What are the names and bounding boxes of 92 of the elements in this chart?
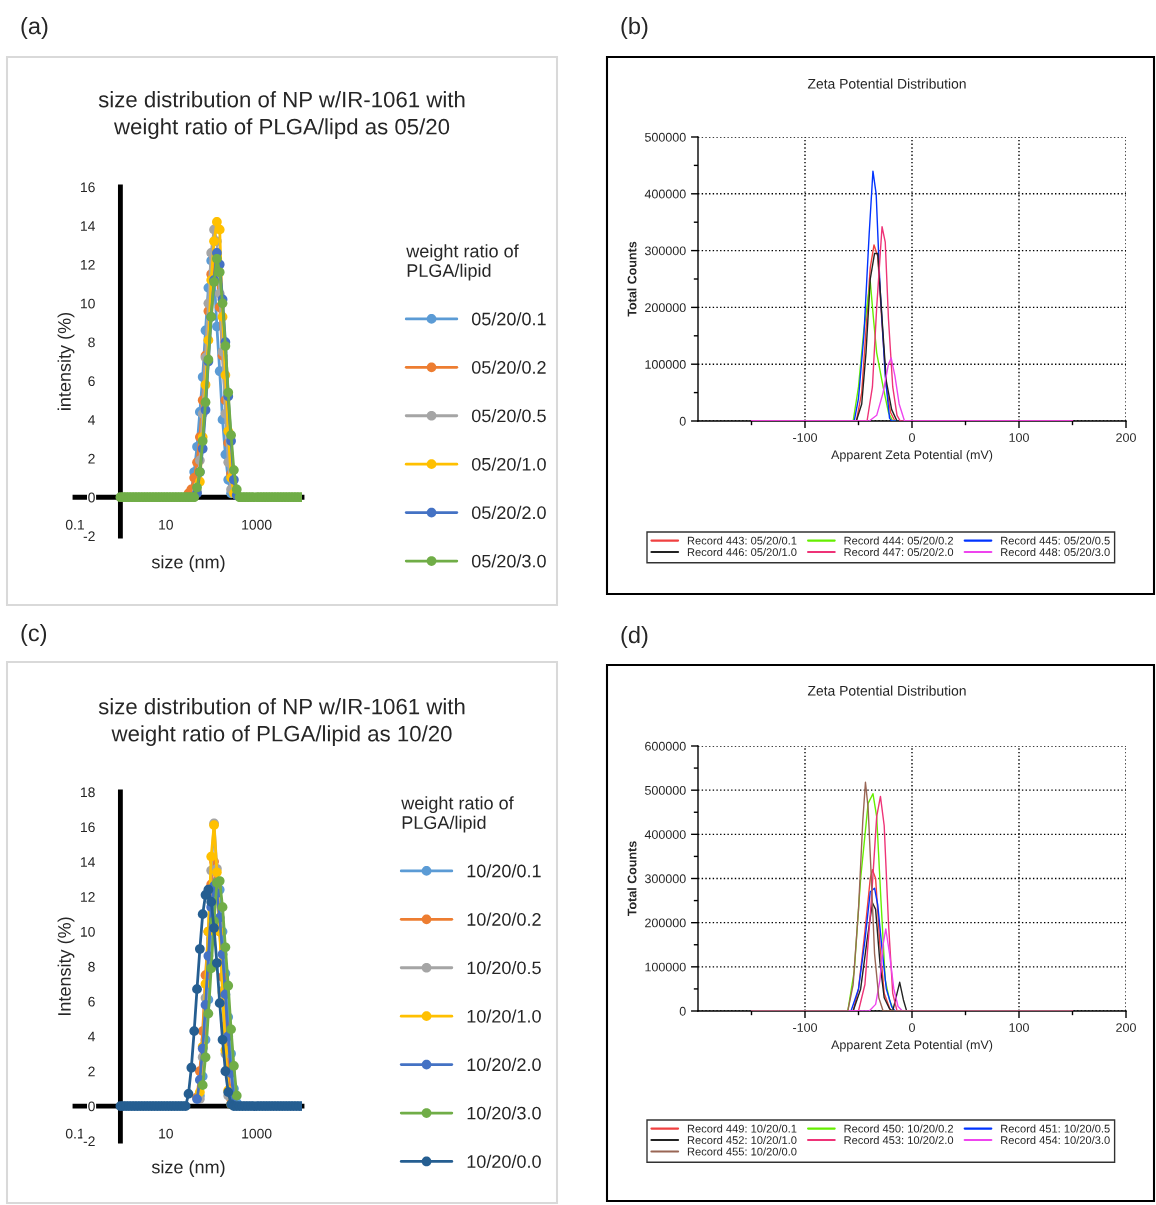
y-axis-title: intensity (%): [57, 312, 75, 410]
y-axis-title: Total Counts: [627, 841, 637, 917]
y-tick-label: 600000: [645, 741, 686, 751]
legend-label: 05/20/2.0: [471, 505, 546, 520]
legend-label: Record 453: 10/20/2.0: [844, 1135, 954, 1145]
y-tick-label: 500000: [644, 132, 686, 142]
legend-label: 10/20/1.0: [467, 1009, 541, 1023]
y-tick-label: 400000: [644, 189, 686, 199]
legend-label: 10/20/0.5: [467, 960, 541, 975]
legend-title: weight ratio of PLGA/lipid: [401, 796, 514, 833]
x-tick-label: 1000: [242, 1128, 272, 1139]
legend-label: Record 448: 05/20/3.0: [1001, 547, 1110, 557]
legend-label: Record 449: 10/20/0.1: [687, 1124, 797, 1133]
legend-label: 05/20/0.5: [471, 408, 546, 423]
x-tick-label: -100: [793, 1023, 818, 1032]
x-tick-label: 0.1: [65, 1128, 84, 1139]
x-tick-label: 0: [909, 1023, 915, 1032]
legend-label: Record 445: 05/20/0.5: [1001, 536, 1110, 545]
x-tick-label: 200: [1116, 1023, 1136, 1032]
chart-title: size distribution of NP w/IR-1061 with weight ratio of PLGA/lipd as 05/20: [98, 91, 465, 139]
legend-title: weight ratio of PLGA/lipid: [406, 244, 519, 281]
legend-label: 05/20/1.0: [471, 457, 546, 471]
y-tick-label: 6: [88, 996, 95, 1007]
chart-title: Zeta Potential Distribution: [807, 685, 966, 696]
text: (a): [21, 17, 48, 39]
y-tick-label: 10: [81, 926, 95, 937]
y-tick-label: 12: [81, 259, 95, 270]
x-tick-label: 200: [1116, 433, 1136, 442]
x-tick-label: 100: [1009, 433, 1029, 442]
text: (b): [621, 17, 648, 39]
legend-label: Record 447: 05/20/2.0: [844, 547, 954, 557]
x-tick-label: 0.1: [65, 519, 84, 530]
legend-label: Record 451: 10/20/0.5: [1001, 1124, 1110, 1133]
y-tick-label: 16: [81, 822, 95, 833]
y-tick-label: 8: [88, 961, 95, 972]
y-tick-label: 100000: [645, 962, 686, 972]
x-tick-label: 1000: [242, 519, 272, 530]
legend-label: Record 443: 05/20/0.1: [687, 536, 797, 545]
legend-label: 10/20/0.2: [467, 912, 541, 926]
x-tick-label: 100: [1009, 1023, 1029, 1032]
y-tick-label: 0: [679, 416, 686, 426]
y-tick-label: 2: [88, 1066, 95, 1077]
y-tick-label: 4: [88, 1031, 95, 1042]
legend-label: Record 450: 10/20/0.2: [844, 1124, 954, 1133]
chart-title: Zeta Potential Distribution: [807, 78, 966, 89]
legend-label: Record 444: 05/20/0.2: [844, 536, 954, 545]
legend-label: 05/20/0.2: [471, 360, 546, 374]
x-axis-title: Apparent Zeta Potential (mV): [831, 450, 993, 462]
y-tick-label: 14: [81, 857, 95, 867]
y-axis-title: Intensity (%): [57, 917, 75, 1015]
legend-label: 10/20/0.1: [467, 864, 541, 878]
x-tick-label: -100: [793, 433, 818, 442]
legend-label: 10/20/3.0: [467, 1106, 541, 1120]
legend-label: Record 454: 10/20/3.0: [1001, 1135, 1110, 1145]
x-axis-title: size (nm): [151, 1160, 225, 1178]
y-tick-label: 400000: [644, 830, 686, 839]
x-tick-label: 10: [159, 519, 173, 530]
y-tick-label: 500000: [644, 785, 686, 795]
legend-label: Record 446: 05/20/1.0: [687, 547, 797, 557]
y-tick-label: 12: [81, 892, 95, 902]
y-tick-label: 0: [88, 1101, 95, 1112]
y-tick-label: 6: [88, 376, 95, 387]
x-tick-label: 10: [159, 1128, 173, 1139]
y-tick-label: 10: [81, 298, 95, 309]
y-tick-label: 0: [679, 1006, 686, 1016]
y-tick-label: -2: [83, 1136, 95, 1147]
legend-label: 05/20/0.1: [471, 312, 546, 326]
y-tick-label: 0: [88, 492, 95, 503]
text: (d): [621, 625, 648, 648]
text: (c): [21, 623, 47, 646]
y-tick-label: 4: [88, 415, 95, 425]
x-axis-title: size (nm): [151, 555, 225, 573]
legend-label: 10/20/0.0: [467, 1154, 541, 1168]
y-tick-label: 16: [81, 182, 95, 193]
y-tick-label: 200000: [645, 303, 686, 313]
chart-title: size distribution of NP w/IR-1061 with weight ratio of PLGA/lipid as 10/20: [98, 698, 465, 746]
y-tick-label: 8: [88, 337, 95, 348]
y-axis-title: Total Counts: [627, 241, 637, 317]
legend-label: Record 452: 10/20/1.0: [687, 1135, 797, 1145]
y-tick-label: 14: [81, 221, 95, 231]
x-tick-label: 0: [909, 433, 915, 442]
legend-label: Record 455: 10/20/0.0: [687, 1147, 797, 1156]
y-tick-label: 18: [81, 787, 95, 798]
y-tick-label: 2: [88, 453, 95, 464]
y-tick-label: 300000: [644, 246, 686, 256]
y-tick-label: 100000: [645, 360, 686, 369]
legend-label: 10/20/2.0: [467, 1057, 541, 1072]
legend-label: 05/20/3.0: [471, 554, 546, 568]
y-tick-label: 300000: [644, 874, 686, 884]
y-tick-label: -2: [83, 531, 95, 542]
y-tick-label: 200000: [645, 918, 686, 928]
x-axis-title: Apparent Zeta Potential (mV): [831, 1040, 993, 1052]
